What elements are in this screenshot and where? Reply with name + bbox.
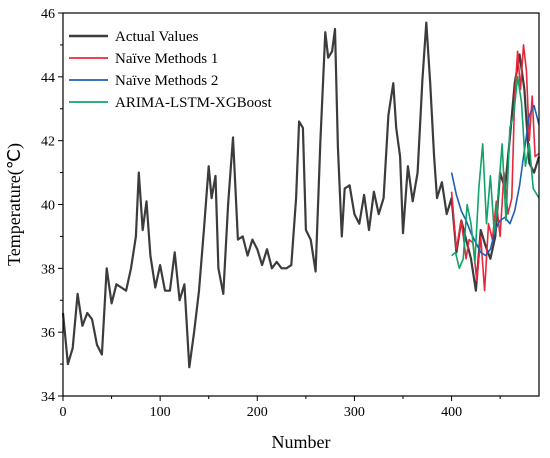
y-tick-label: 34 <box>41 390 55 405</box>
y-tick-label: 38 <box>41 262 55 277</box>
x-tick-label: 0 <box>60 405 67 420</box>
legend-label-1: Naïve Methods 1 <box>115 51 218 67</box>
y-axis-title: Temperature(℃) <box>4 143 25 266</box>
x-tick-label: 200 <box>247 405 268 420</box>
x-axis-title: Number <box>272 432 331 452</box>
y-tick-label: 40 <box>41 199 55 214</box>
ticks-layer: 0 100 200 300 400 34 36 38 40 42 44 46 <box>41 7 501 420</box>
series-line-1 <box>450 44 540 292</box>
legend-label-3: ARIMA-LSTM-XGBoost <box>115 95 273 111</box>
series-line-3 <box>451 76 540 270</box>
y-tick-label: 46 <box>41 7 55 22</box>
series-layer <box>61 21 541 369</box>
legend-label-2: Naïve Methods 2 <box>115 73 218 89</box>
legend: Actual Values Naïve Methods 1 Naïve Method… <box>69 29 273 111</box>
y-tick-label: 42 <box>41 135 55 150</box>
y-tick-label: 44 <box>41 71 55 86</box>
y-tick-label: 36 <box>41 326 55 341</box>
x-tick-label: 300 <box>344 405 365 420</box>
x-tick-label: 100 <box>150 405 171 420</box>
legend-label-0: Actual Values <box>115 29 199 45</box>
x-tick-label: 400 <box>441 405 462 420</box>
